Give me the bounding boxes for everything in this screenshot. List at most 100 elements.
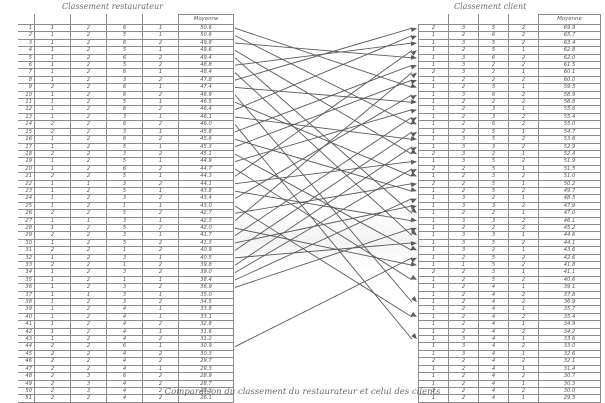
average-cell: 30.9 [178,342,234,351]
ranking-link-arrow [234,227,417,267]
average-cell: 61.5 [538,61,601,70]
table-row: 26 2 2 5 2 42.7 [18,209,234,218]
average-cell: 38.4 [178,275,234,285]
average-cell: 41.7 [178,231,234,240]
table-row: 28 1 2 5 2 42.0 [18,223,234,233]
table-row: 1 3 2 1 43.6 [418,246,601,255]
table-row: 8 1 2 3 2 47.8 [18,75,234,85]
average-cell: 45.6 [178,135,234,144]
table-row: 16 1 2 6 2 45.6 [18,135,234,144]
average-cell: 34.9 [538,320,601,329]
average-cell: 29.7 [178,357,234,366]
client-ranking-title: Classement client [454,2,527,11]
average-cell: 48.4 [178,68,234,77]
table-row: 48 2 3 6 2 28.9 [18,372,234,381]
table-row: 1 2 3 2 51.0 [418,172,601,181]
table-row: 19 1 2 5 1 44.9 [18,157,234,166]
average-cell: 30.3 [538,379,601,388]
average-cell: 44.1 [538,238,601,248]
ranking-link-arrow [234,87,417,105]
table-row: 1 3 5 2 51.9 [418,157,601,166]
table-row: 1 2 4 1 39.1 [418,283,601,292]
average-cell: 33.0 [538,342,601,351]
average-cell: 55.6 [538,105,601,114]
average-cell: 40.6 [538,275,601,285]
table-row: 1 2 4 2 30.0 [418,386,601,396]
ranking-link-arrow [234,27,417,81]
average-cell: 50.6 [178,31,234,40]
table-row: 1 2 3 2 55.4 [418,112,601,122]
average-cell: 62.8 [538,46,601,55]
table-row: 9 2 2 6 1 47.4 [18,83,234,92]
average-cell: 60.1 [538,68,601,77]
client-ranking-table: Moyenne 2 3 5 2 69.9 1 2 6 2 65.7 1 3 5 2 63.4 1 2 5 1 62.8 1… [418,14,601,403]
table-row: 3 1 2 6 2 49.8 [18,38,234,48]
ranking-link-arrow [234,124,417,340]
table-row: 32 1 2 3 1 40.5 [18,253,234,263]
average-cell: 49.8 [178,38,234,48]
average-cell: 49.4 [178,53,234,63]
table-row: 2 3 2 1 52.4 [418,149,601,159]
restaurateur-ranking-title: Classement restaurateur [62,2,163,11]
average-cell: 47.0 [538,209,601,218]
figure-caption: Comparaison du classement du restaurateu… [164,387,441,397]
ranking-link-arrow [234,131,417,251]
table-row: 30 1 2 5 2 41.3 [18,238,234,248]
table-row: 34 1 2 3 2 39.0 [18,268,234,277]
average-cell: 51.0 [538,172,601,181]
table-row: 7 1 2 6 1 48.4 [18,68,234,77]
average-cell: 43.0 [178,201,234,211]
average-cell: 54.7 [538,127,601,137]
table-row: 1 2 5 1 59.5 [418,83,601,92]
average-cell: 52.9 [538,142,601,151]
average-cell: 46.1 [178,112,234,122]
average-cell: 36.9 [538,298,601,307]
table-row: 42 1 2 4 1 31.6 [18,327,234,337]
table-row: 31 2 2 1 2 40.9 [18,246,234,255]
average-cell: 60.0 [538,75,601,85]
ranking-link-arrow [234,50,417,177]
table-row: 1 2 3 1 55.6 [418,105,601,114]
table-row: 1 2 4 1 34.9 [418,320,601,329]
average-cell: 55.4 [538,112,601,122]
table-row: 38 1 2 3 2 34.5 [18,298,234,307]
ranking-link-arrow [234,227,417,288]
average-cell: 49.7 [538,186,601,196]
table-row: 1 2 5 2 49.7 [418,186,601,196]
table-row: 1 2 4 2 34.2 [418,327,601,337]
table-row: 2 1 2 5 1 50.6 [18,31,234,40]
average-cell: 31.4 [538,364,601,374]
table-row: 4 1 2 5 1 49.6 [18,46,234,55]
table-row: 10 1 2 6 2 46.9 [18,90,234,100]
table-row: 1 2 4 2 37.8 [418,290,601,300]
table-row: 1 2 2 2 60.0 [418,75,601,85]
average-cell: 42.7 [178,209,234,218]
ranking-link-arrow [234,198,417,281]
average-cell: 41.8 [538,260,601,270]
average-cell: 34.2 [538,327,601,337]
table-row: 1 2 5 1 62.8 [418,46,601,55]
table-row: 37 1 1 3 1 35.0 [18,290,234,300]
table-row: 13 1 2 3 1 46.1 [18,112,234,122]
average-cell: 46.5 [178,98,234,107]
average-cell: 50.6 [178,23,234,33]
average-cell: 56.8 [538,98,601,107]
average-cell: 46.4 [178,105,234,114]
average-cell: 63.4 [538,38,601,48]
table-row: 46 2 2 4 2 29.7 [18,357,234,366]
table-row: 24 1 2 3 2 43.4 [18,194,234,203]
table-row: 1 3 3 2 47.9 [418,201,601,211]
ranking-link-arrow [234,205,417,318]
average-cell: 50.2 [538,179,601,188]
table-row: 41 1 2 4 2 32.8 [18,320,234,329]
table-row: 2 3 5 2 69.9 [418,23,601,33]
average-cell: 28.9 [178,372,234,381]
ranking-link-arrow [234,109,417,162]
ranking-link-arrow [234,159,417,185]
table-row: 1 2 5 1 54.7 [418,127,601,137]
table-row: 1 3 4 1 32.6 [418,349,601,359]
ranking-link-arrow [234,64,417,133]
table-row: 11 1 2 5 1 46.5 [18,98,234,107]
ranking-link-arrow [234,182,417,214]
